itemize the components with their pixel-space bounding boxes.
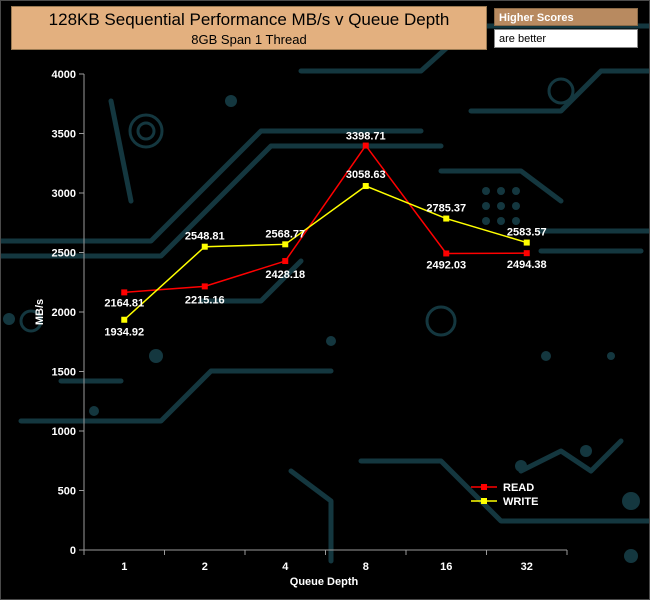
x-tick-label: 1 (121, 561, 127, 573)
read-data-label: 2492.03 (426, 259, 466, 271)
write-data-label: 2548.81 (185, 231, 225, 243)
y-tick-label: 0 (70, 545, 76, 557)
x-tick-label: 2 (202, 561, 208, 573)
read-point (443, 250, 450, 257)
write-data-label: 1934.92 (104, 327, 144, 339)
read-point (523, 250, 530, 257)
y-axis-title: MB/s (34, 299, 46, 325)
x-tick-label: 16 (440, 561, 452, 573)
read-data-label: 2164.81 (104, 297, 144, 309)
write-point (523, 239, 530, 246)
write-data-label: 2785.37 (426, 203, 466, 215)
y-tick-label: 500 (58, 486, 76, 498)
chart-title: 128KB Sequential Performance MB/s v Queu… (48, 10, 450, 29)
y-tick-label: 3000 (52, 188, 76, 200)
read-point (362, 142, 369, 149)
legend-read-marker (481, 484, 487, 490)
write-point (443, 215, 450, 222)
legend-write-label: WRITE (503, 496, 538, 508)
read-data-label: 2428.18 (265, 269, 305, 281)
write-series-line (123, 185, 527, 321)
x-axis-title: Queue Depth (290, 576, 359, 588)
write-data-label: 3058.63 (346, 169, 386, 181)
y-tick-label: 3500 (52, 129, 76, 141)
write-point (362, 183, 369, 190)
y-tick-label: 4000 (52, 69, 76, 81)
write-point (282, 241, 289, 248)
legend-write-marker (481, 498, 487, 504)
read-point (282, 258, 289, 265)
write-point (201, 243, 208, 250)
higher-scores-note: Higher Scores (494, 8, 638, 26)
read-point (121, 289, 128, 296)
y-tick-label: 1000 (52, 426, 76, 438)
y-tick-label: 1500 (52, 367, 76, 379)
read-data-label: 3398.71 (346, 131, 386, 143)
read-data-label: 2494.38 (507, 259, 547, 271)
y-tick-label: 2500 (52, 248, 76, 260)
read-series-line (124, 144, 527, 294)
read-data-label: 2215.16 (185, 294, 225, 306)
x-tick-label: 32 (521, 561, 533, 573)
are-better-note: are better (494, 29, 638, 48)
read-point (201, 283, 208, 290)
write-data-label: 2583.57 (507, 227, 547, 239)
x-tick-label: 4 (282, 561, 289, 573)
legend-read-label: READ (503, 482, 534, 494)
x-tick-label: 8 (363, 561, 369, 573)
y-tick-label: 2000 (52, 307, 76, 319)
write-data-label: 2568.77 (265, 228, 305, 240)
chart-title-box: 128KB Sequential Performance MB/s v Queu… (11, 6, 487, 50)
write-point (121, 316, 128, 323)
chart-subtitle: 8GB Span 1 Thread (191, 32, 307, 47)
